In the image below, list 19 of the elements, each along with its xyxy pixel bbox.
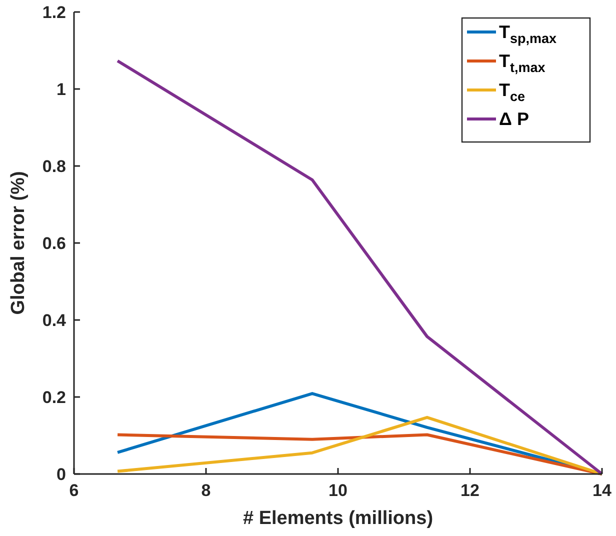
y-tick-label: 1: [56, 80, 66, 99]
y-tick-label: 0.2: [42, 388, 66, 407]
y-tick-label: 0.4: [42, 311, 67, 330]
legend-label: T$_{ce}$: [499, 80, 526, 104]
legend-label: T$_{sp,max}$: [499, 22, 558, 46]
y-tick-label: 0.8: [42, 157, 66, 176]
legend-label: T$_{t,max}$: [499, 51, 546, 75]
x-tick-label: 12: [460, 481, 480, 500]
y-tick-label: 0: [56, 465, 66, 484]
line-series: [116, 416, 604, 476]
x-tick-label: 14: [592, 481, 612, 500]
y-tick-label: 1.2: [42, 3, 66, 22]
x-tick-label: 8: [201, 481, 211, 500]
x-tick-label: 10: [328, 481, 348, 500]
x-axis-title: # Elements (millions): [242, 508, 434, 529]
x-tick-label: 6: [69, 481, 79, 500]
legend-label: Δ P: [499, 109, 529, 129]
y-tick-label: 0.6: [42, 234, 66, 253]
y-axis-title: Global error (%): [8, 171, 29, 315]
